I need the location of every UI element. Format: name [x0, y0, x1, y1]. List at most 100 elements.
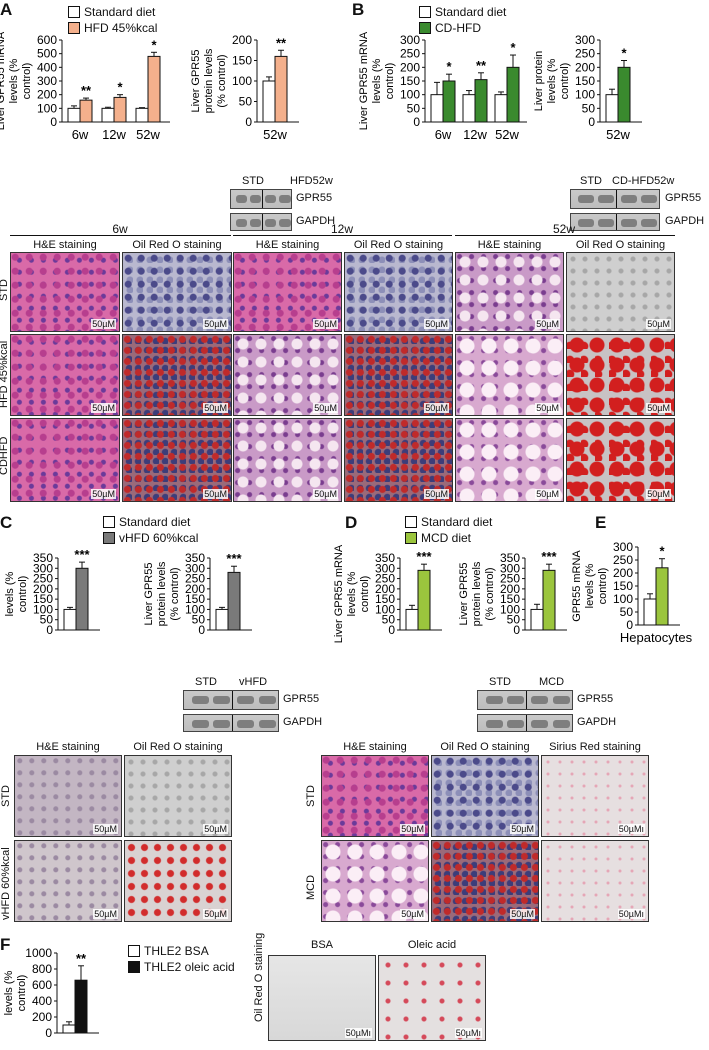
- y-axis-label: control): [597, 568, 609, 605]
- y-tick-label: 150: [33, 592, 53, 606]
- y-tick-label: 0: [413, 115, 420, 129]
- y-tick-label: 600: [32, 978, 52, 992]
- y-tick-label: 0: [245, 115, 252, 129]
- x-tick-label: 12w: [463, 127, 487, 142]
- significance-marker: *: [510, 40, 516, 55]
- legend-label: Standard diet: [421, 515, 493, 529]
- legend-swatch: [405, 532, 417, 544]
- chart-a-protein: 0 50 100 150 200 Liver GPR55 protein levels (% …: [190, 33, 299, 142]
- blot-band-gpr55: [477, 690, 573, 710]
- y-tick-label: 350: [33, 551, 53, 565]
- scale-bar-label: 50µM: [203, 319, 228, 329]
- y-axis-label: control): [359, 576, 371, 613]
- y-tick-label: 0: [46, 623, 53, 637]
- legend-swatch: [128, 961, 140, 973]
- x-tick-label: 6w: [435, 127, 452, 142]
- histology-image: 50µM: [431, 755, 539, 837]
- x-tick-label: 52w: [136, 127, 160, 142]
- histo-f-side-label: Oil Red O staining: [253, 932, 265, 1022]
- y-tick-label: 300: [185, 561, 205, 575]
- blot-band-gpr55: [570, 189, 660, 209]
- scale-bar-label: 50µM: [203, 403, 228, 413]
- bar: [405, 608, 419, 631]
- y-tick-label: 100: [185, 602, 205, 616]
- group-label-52w: 52w: [552, 222, 575, 236]
- blot-divider: [232, 691, 233, 709]
- row-label: STD: [0, 279, 10, 301]
- panel-label-c: C: [0, 513, 13, 532]
- blot-band-signal: [485, 696, 503, 704]
- legend-f: THLE2 BSA THLE2 oleic acid: [128, 943, 235, 975]
- group-label-12w: 12w: [330, 222, 353, 236]
- blot-band-signal: [530, 720, 549, 728]
- y-axis-label: control): [21, 63, 33, 100]
- y-tick-label: 100: [37, 101, 57, 115]
- y-tick-label: 50: [192, 613, 206, 627]
- y-tick-label: 150: [500, 592, 520, 606]
- y-axis-label: control): [559, 63, 571, 100]
- row-label: STD: [305, 785, 317, 807]
- histology-image: 50µM: [233, 418, 342, 502]
- histology-image: 50µM: [344, 334, 453, 416]
- bar: [474, 79, 488, 123]
- scale-bar-label: 50µM: [93, 909, 118, 919]
- significance-marker: **: [276, 35, 287, 50]
- y-axis-label: protein levels: [203, 48, 215, 113]
- significance-marker: *: [621, 46, 627, 61]
- histology-image: 50µM: [14, 755, 122, 837]
- blot-divider: [616, 214, 617, 230]
- significance-marker: *: [117, 80, 123, 95]
- legend-item: Standard diet: [419, 4, 506, 20]
- column-label: Oil Red O staining: [353, 239, 444, 251]
- y-tick-label: 0: [626, 618, 633, 632]
- blot-divider: [262, 190, 263, 208]
- y-tick-label: 300: [400, 33, 420, 47]
- y-axis-label: levels (%: [546, 58, 558, 103]
- histology-image: 50µM: [122, 334, 232, 416]
- bar: [643, 598, 657, 626]
- blot-row-label: GPR55: [665, 192, 702, 204]
- y-axis-label: Liver GPR55 mRNA: [358, 31, 370, 130]
- legend-label: MCD diet: [421, 531, 472, 545]
- y-axis-label: Liver protein: [533, 51, 545, 112]
- blot-band-signal: [530, 696, 549, 704]
- blot-band-signal: [265, 219, 277, 227]
- blot-band-signal: [249, 219, 261, 227]
- bar: [62, 1024, 76, 1034]
- y-axis-label: Liver GPR55: [190, 50, 202, 113]
- x-tick-label: 6w: [72, 127, 89, 142]
- blot-band-gpr55: [230, 189, 292, 209]
- blot-band-signal: [552, 720, 571, 728]
- scale-bar-label: 50µM: [313, 403, 338, 413]
- histology-image: 50µM: [321, 755, 429, 837]
- y-tick-label: 0: [198, 623, 205, 637]
- y-tick-label: 250: [185, 572, 205, 586]
- histology-image: 50µMı: [541, 755, 649, 837]
- y-tick-label: 250: [33, 572, 53, 586]
- group-underline: [455, 235, 675, 236]
- blot-row-label: GAPDH: [296, 215, 336, 227]
- blot-band-signal: [236, 696, 255, 704]
- y-tick-label: 300: [33, 561, 53, 575]
- histology-image: 50µM: [10, 418, 120, 502]
- y-tick-label: 200: [575, 60, 595, 74]
- significance-marker: ***: [226, 551, 242, 566]
- histology-image: 50µMı: [378, 955, 486, 1041]
- scale-bar-label: 50µM: [535, 403, 560, 413]
- scale-bar-label: 50µMı: [617, 909, 645, 919]
- blot-a: STD HFD52w GPR55 GAPDH: [230, 175, 350, 233]
- histology-image: 50µM: [10, 252, 120, 332]
- bar: [605, 94, 619, 123]
- group-underline: [10, 235, 231, 236]
- legend-label: THLE2 BSA: [144, 944, 209, 958]
- blot-band-signal: [506, 720, 525, 728]
- legend-swatch: [68, 6, 80, 18]
- y-tick-label: 0: [388, 623, 395, 637]
- scale-bar-label: 50µM: [535, 489, 560, 499]
- legend-label: Standard diet: [435, 5, 507, 19]
- blot-col-label: MCD: [539, 676, 565, 688]
- scale-bar-label: 50µM: [91, 489, 116, 499]
